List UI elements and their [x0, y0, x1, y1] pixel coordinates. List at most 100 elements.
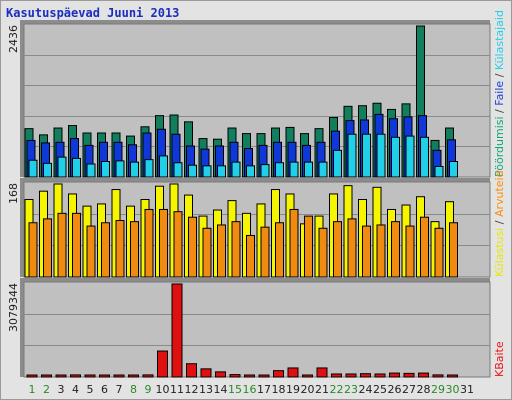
- legend-entry: Arvuteid: [493, 170, 506, 217]
- sites-bar: [72, 212, 81, 278]
- legend-entry: /: [493, 217, 506, 228]
- sites-bar: [57, 212, 67, 278]
- day-label: 17: [257, 383, 271, 396]
- visitors-bar: [304, 161, 313, 178]
- visitors-bar: [318, 161, 328, 178]
- sites-bar: [28, 222, 38, 278]
- sites-bar: [246, 234, 255, 278]
- visitors-bar: [333, 149, 342, 178]
- visitors-bar: [362, 133, 371, 178]
- sites-bar: [333, 221, 342, 278]
- visitors-bar: [246, 165, 255, 178]
- y-axis-max-label: 3079344: [7, 283, 20, 332]
- day-label: 20: [301, 383, 315, 396]
- sites-bar: [405, 225, 415, 278]
- sites-bar: [231, 221, 241, 278]
- panel-3: [23, 281, 491, 378]
- kbytes-bar: [316, 367, 328, 378]
- kbytes-bar: [273, 370, 284, 378]
- kbytes-bar: [157, 350, 168, 378]
- kbytes-bar: [229, 374, 241, 378]
- sites-bar: [173, 211, 183, 278]
- sites-bar: [347, 218, 357, 278]
- kbytes-bar: [418, 372, 429, 378]
- sites-bar: [260, 226, 270, 278]
- visitors-bar: [115, 160, 125, 178]
- sites-bar: [434, 227, 444, 278]
- visitors-bar: [173, 162, 183, 178]
- kbytes-bar: [41, 374, 52, 378]
- kbytes-bar: [389, 372, 400, 378]
- day-label: 25: [373, 383, 387, 396]
- visitors-bar: [144, 159, 154, 178]
- day-label: 4: [72, 383, 79, 396]
- sites-bar: [420, 216, 429, 278]
- visitors-bar: [188, 164, 197, 178]
- kbytes-bar: [374, 373, 386, 378]
- day-label: 13: [199, 383, 213, 396]
- visitors-bar: [101, 161, 110, 178]
- visitors-bar: [217, 165, 226, 178]
- legend-entry: Külastusi: [493, 228, 506, 277]
- kbytes-bar: [215, 371, 226, 378]
- visitors-bar: [275, 162, 284, 178]
- day-label: 28: [417, 383, 431, 396]
- visitors-bar: [405, 135, 415, 178]
- visitors-bar: [376, 133, 386, 178]
- kbytes-bar: [244, 374, 255, 378]
- y-axis-max-label: 2436: [7, 25, 20, 53]
- sites-bar: [202, 227, 212, 278]
- visitors-bar: [434, 165, 444, 178]
- legend-entry: KBaite: [493, 341, 506, 377]
- kbytes-bar: [128, 374, 139, 378]
- visitors-bar: [86, 163, 96, 178]
- day-label: 16: [243, 383, 257, 396]
- sites-bar: [304, 215, 313, 278]
- day-label: 10: [156, 383, 170, 396]
- chart-title: Kasutuspäevad Juuni 2013: [6, 6, 180, 20]
- kbytes-bar: [186, 363, 197, 378]
- kbytes-bar: [258, 374, 270, 378]
- legend-panel-2: Külastusi / Arvuteid: [493, 170, 506, 277]
- kbytes-bar: [70, 374, 81, 378]
- legend-entry: /: [493, 106, 506, 117]
- sites-bar: [449, 222, 458, 278]
- day-label: 23: [344, 383, 358, 396]
- day-label: 15: [228, 383, 242, 396]
- day-label: 31: [460, 383, 474, 396]
- kbytes-bar: [99, 374, 110, 378]
- visitors-bar: [159, 155, 168, 178]
- visitors-bar: [231, 161, 241, 178]
- sites-bar: [130, 221, 139, 278]
- day-label: 29: [431, 383, 445, 396]
- day-label: 30: [446, 383, 460, 396]
- kbytes-bar: [447, 374, 458, 378]
- sites-bar: [86, 225, 96, 278]
- y-axis-max-label: 168: [7, 183, 20, 204]
- visitors-bar: [347, 133, 357, 178]
- sites-bar: [318, 227, 328, 278]
- kbytes-bar: [345, 373, 357, 378]
- visitors-bar: [72, 157, 81, 178]
- kbytes-bar: [171, 283, 183, 378]
- kbytes-bar: [200, 368, 212, 378]
- sites-bar: [362, 225, 371, 278]
- day-label: 24: [359, 383, 373, 396]
- sites-bar: [43, 218, 52, 278]
- sites-bar: [217, 224, 226, 278]
- visitors-bar: [391, 136, 400, 178]
- legend-entry: Külastajaid: [493, 10, 506, 70]
- day-label: 22: [330, 383, 344, 396]
- sites-bar: [391, 221, 400, 278]
- legend-panel-1: Pöördumisi / Faile / Külastajaid: [493, 10, 506, 177]
- visitors-bar: [43, 162, 52, 178]
- visitors-bar: [289, 161, 299, 178]
- visitors-bar: [420, 136, 429, 178]
- kbytes-bar: [432, 374, 444, 378]
- visitors-bar: [202, 165, 212, 178]
- day-label: 2: [43, 383, 50, 396]
- day-label: 5: [87, 383, 94, 396]
- sites-bar: [115, 220, 125, 278]
- day-label: 8: [130, 383, 137, 396]
